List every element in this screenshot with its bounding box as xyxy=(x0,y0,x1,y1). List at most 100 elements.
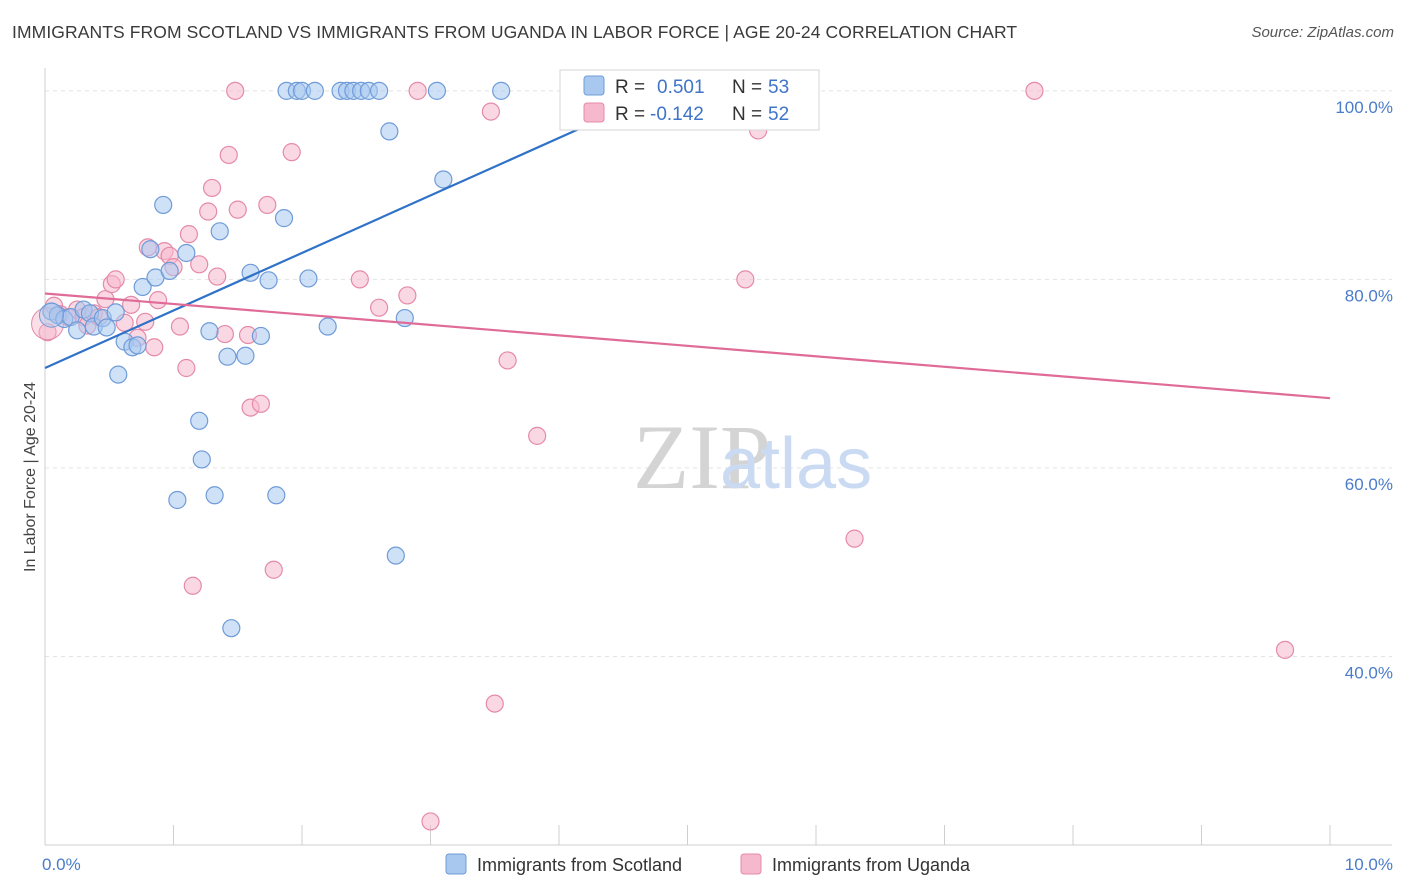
scotland-point xyxy=(370,81,389,100)
scotland-point xyxy=(192,450,211,469)
uganda-point xyxy=(251,394,270,413)
uganda-point xyxy=(528,426,547,445)
chart-title: IMMIGRANTS FROM SCOTLAND VS IMMIGRANTS F… xyxy=(12,22,1018,42)
scotland-point xyxy=(68,321,87,340)
legend-swatch-uganda xyxy=(740,853,762,875)
scotland-point xyxy=(427,81,447,100)
uganda-point xyxy=(421,812,440,831)
scotland-n-label: N = xyxy=(732,77,762,98)
uganda-point xyxy=(398,286,417,305)
uganda-point xyxy=(106,270,125,289)
y-tick-label: 40.0% xyxy=(1345,663,1393,682)
y-tick-label: 100.0% xyxy=(1335,98,1393,117)
uganda-point xyxy=(219,145,238,165)
uganda-point xyxy=(199,202,218,221)
scotland-point xyxy=(190,411,209,430)
uganda-point xyxy=(121,295,141,314)
grid-lines xyxy=(45,90,1392,657)
scotland-point xyxy=(492,81,511,100)
watermark-zip: ZIP xyxy=(633,406,771,508)
scotland-point xyxy=(154,195,173,215)
uganda-point xyxy=(228,200,247,219)
scotland-points xyxy=(38,81,511,638)
scotland-n-value: 53 xyxy=(768,77,789,98)
watermark-atlas: atlas xyxy=(720,424,872,504)
uganda-point xyxy=(226,81,245,100)
uganda-point xyxy=(498,351,517,370)
uganda-point xyxy=(177,358,196,378)
scotland-point xyxy=(128,336,147,355)
uganda-point xyxy=(1275,640,1295,659)
scotland-point xyxy=(305,81,324,100)
uganda-point xyxy=(845,529,864,548)
uganda-point xyxy=(170,317,190,336)
scotland-point xyxy=(205,486,224,505)
scotland-point xyxy=(168,490,187,510)
series-legend: Immigrants from Scotland Immigrants from… xyxy=(445,853,971,875)
uganda-trend-line xyxy=(44,292,1331,400)
trend-lines xyxy=(44,85,1331,400)
scotland-r-value: 0.501 xyxy=(657,77,705,98)
stats-legend: R = 0.501 N = 53 R = -0.142 N = 52 xyxy=(559,69,820,131)
uganda-point xyxy=(202,178,222,198)
legend-label-uganda: Immigrants from Uganda xyxy=(772,855,971,875)
scotland-point xyxy=(222,619,241,638)
uganda-point xyxy=(736,270,755,289)
legend-swatch-scotland xyxy=(445,853,467,875)
uganda-point xyxy=(145,338,164,357)
scotland-trend-line xyxy=(44,85,676,370)
uganda-r-label: R = xyxy=(615,104,645,125)
uganda-point xyxy=(408,81,427,100)
scotland-r-label: R = xyxy=(615,77,645,98)
uganda-point xyxy=(38,323,57,342)
uganda-swatch xyxy=(583,102,605,123)
scotland-point xyxy=(236,346,255,365)
source-label: Source: ZipAtlas.com xyxy=(1251,24,1394,41)
y-axis-label: In Labor Force | Age 20-24 xyxy=(22,382,39,572)
uganda-point xyxy=(179,225,199,244)
x-tick-label: 0.0% xyxy=(42,855,81,874)
scotland-point xyxy=(386,546,405,565)
uganda-point xyxy=(148,291,168,310)
uganda-n-label: N = xyxy=(732,104,762,125)
x-tick-label: 10.0% xyxy=(1345,855,1393,874)
uganda-point xyxy=(136,312,155,331)
uganda-point xyxy=(190,255,209,274)
y-tick-label: 60.0% xyxy=(1345,475,1393,494)
uganda-point xyxy=(258,195,277,215)
scotland-point xyxy=(160,261,179,281)
y-tick-label: 80.0% xyxy=(1345,286,1393,305)
scotland-point xyxy=(109,365,128,384)
scotland-point xyxy=(251,326,270,346)
scotland-point xyxy=(210,222,229,241)
uganda-point xyxy=(215,324,234,344)
scotland-point-cluster xyxy=(38,302,64,328)
scotland-point xyxy=(177,243,196,263)
scotland-point xyxy=(380,122,399,141)
scotland-point xyxy=(299,269,318,288)
scotland-point xyxy=(267,486,286,505)
uganda-r-value: -0.142 xyxy=(650,104,704,125)
scotland-point xyxy=(318,317,337,336)
scotland-point xyxy=(141,240,160,259)
uganda-point xyxy=(264,560,283,579)
uganda-point xyxy=(485,694,504,713)
scotland-point xyxy=(200,322,219,341)
scotland-point xyxy=(434,170,453,189)
uganda-n-value: 52 xyxy=(768,104,789,125)
scotland-point xyxy=(133,277,152,297)
uganda-point xyxy=(370,298,389,317)
scotland-swatch xyxy=(583,75,605,96)
scotland-point xyxy=(259,271,278,290)
uganda-point xyxy=(183,576,202,595)
legend-label-scotland: Immigrants from Scotland xyxy=(477,855,682,875)
uganda-point xyxy=(208,267,227,286)
uganda-point xyxy=(350,270,369,289)
uganda-point xyxy=(1025,81,1044,100)
scotland-point xyxy=(274,209,294,228)
uganda-point xyxy=(481,102,500,121)
uganda-point xyxy=(282,143,301,162)
scotland-point xyxy=(97,318,116,337)
scotland-point xyxy=(106,303,125,322)
scotland-point xyxy=(218,347,237,366)
